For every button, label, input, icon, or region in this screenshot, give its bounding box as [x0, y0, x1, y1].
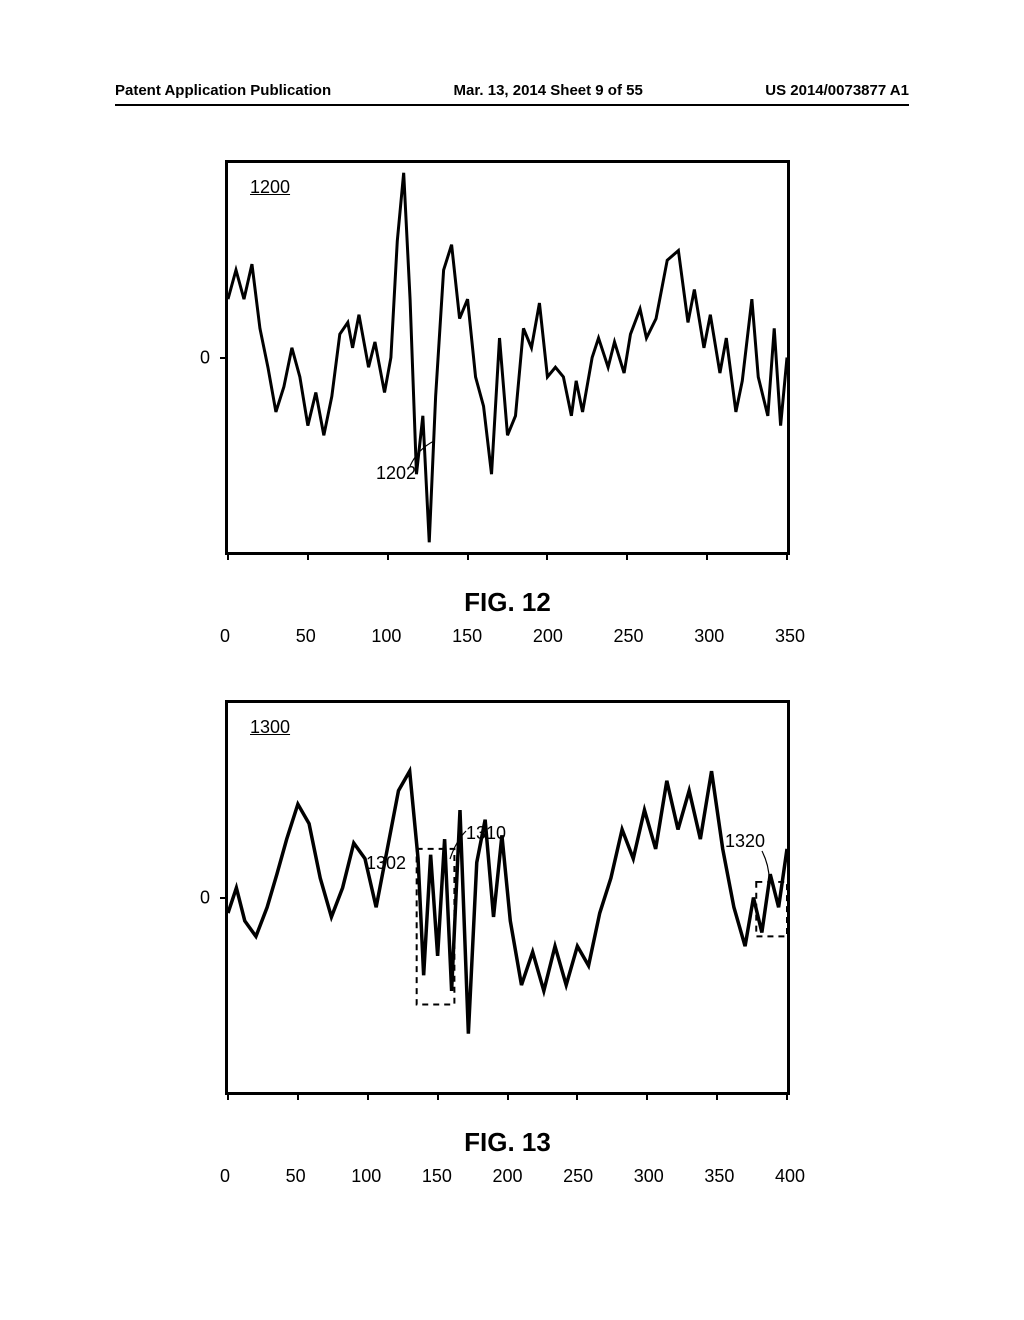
x-tick-label: 200 — [533, 626, 563, 647]
x-tick-label: 100 — [351, 1166, 381, 1187]
fig12-leader-1202 — [410, 441, 440, 471]
x-tick-label: 150 — [422, 1166, 452, 1187]
header-center: Mar. 13, 2014 Sheet 9 of 55 — [454, 82, 643, 99]
x-tick-label: 100 — [371, 626, 401, 647]
y-tick-label: 0 — [200, 887, 210, 908]
fig13-refnum: 1300 — [250, 717, 290, 738]
x-tick-label: 0 — [220, 1166, 230, 1187]
fig13-title: FIG. 13 — [225, 1127, 790, 1158]
x-tick-mark — [227, 1092, 229, 1100]
x-tick-mark — [297, 1092, 299, 1100]
x-tick-mark — [546, 552, 548, 560]
page-header: Patent Application Publication Mar. 13, … — [115, 82, 909, 99]
fig13-leader-1310 — [450, 831, 470, 859]
x-tick-mark — [786, 552, 788, 560]
x-tick-label: 350 — [775, 626, 805, 647]
x-tick-mark — [227, 552, 229, 560]
x-tick-label: 300 — [694, 626, 724, 647]
x-tick-mark — [786, 1092, 788, 1100]
header-right: US 2014/0073877 A1 — [765, 82, 909, 99]
figure-13: 1300 1302 1310 1320 0 050100150200250300… — [225, 700, 790, 1158]
fig13-callout-1320: 1320 — [725, 831, 765, 852]
fig12-waveform — [228, 163, 787, 552]
fig12-chart: 1200 1202 0 — [225, 160, 790, 555]
x-tick-mark — [467, 552, 469, 560]
fig13-waveform — [228, 703, 787, 1092]
x-tick-mark — [387, 552, 389, 560]
x-tick-label: 300 — [634, 1166, 664, 1187]
x-tick-mark — [367, 1092, 369, 1100]
x-tick-label: 350 — [704, 1166, 734, 1187]
x-tick-label: 50 — [296, 626, 316, 647]
y-tick-label: 0 — [200, 347, 210, 368]
fig12-refnum: 1200 — [250, 177, 290, 198]
header-left: Patent Application Publication — [115, 82, 331, 99]
fig13-callout-1310: 1310 — [466, 823, 506, 844]
x-tick-label: 400 — [775, 1166, 805, 1187]
fig12-x-axis: 050100150200250300350 — [225, 626, 790, 646]
fig13-leader-1320 — [756, 851, 774, 891]
x-tick-mark — [576, 1092, 578, 1100]
x-tick-label: 250 — [614, 626, 644, 647]
x-tick-label: 0 — [220, 626, 230, 647]
x-tick-mark — [646, 1092, 648, 1100]
x-tick-mark — [706, 552, 708, 560]
x-tick-label: 150 — [452, 626, 482, 647]
x-tick-mark — [507, 1092, 509, 1100]
header-rule — [115, 104, 909, 106]
fig13-chart: 1300 1302 1310 1320 0 — [225, 700, 790, 1095]
x-tick-mark — [716, 1092, 718, 1100]
fig12-title: FIG. 12 — [225, 587, 790, 618]
fig13-callout-1302: 1302 — [366, 853, 406, 874]
y-tick-mark — [220, 897, 228, 899]
x-tick-label: 50 — [286, 1166, 306, 1187]
fig13-x-axis: 050100150200250300350400 — [225, 1166, 790, 1186]
x-tick-label: 250 — [563, 1166, 593, 1187]
y-tick-mark — [220, 357, 228, 359]
x-tick-mark — [437, 1092, 439, 1100]
x-tick-mark — [307, 552, 309, 560]
figure-12: 1200 1202 0 050100150200250300350 FIG. 1… — [225, 160, 790, 618]
x-tick-mark — [626, 552, 628, 560]
x-tick-label: 200 — [492, 1166, 522, 1187]
